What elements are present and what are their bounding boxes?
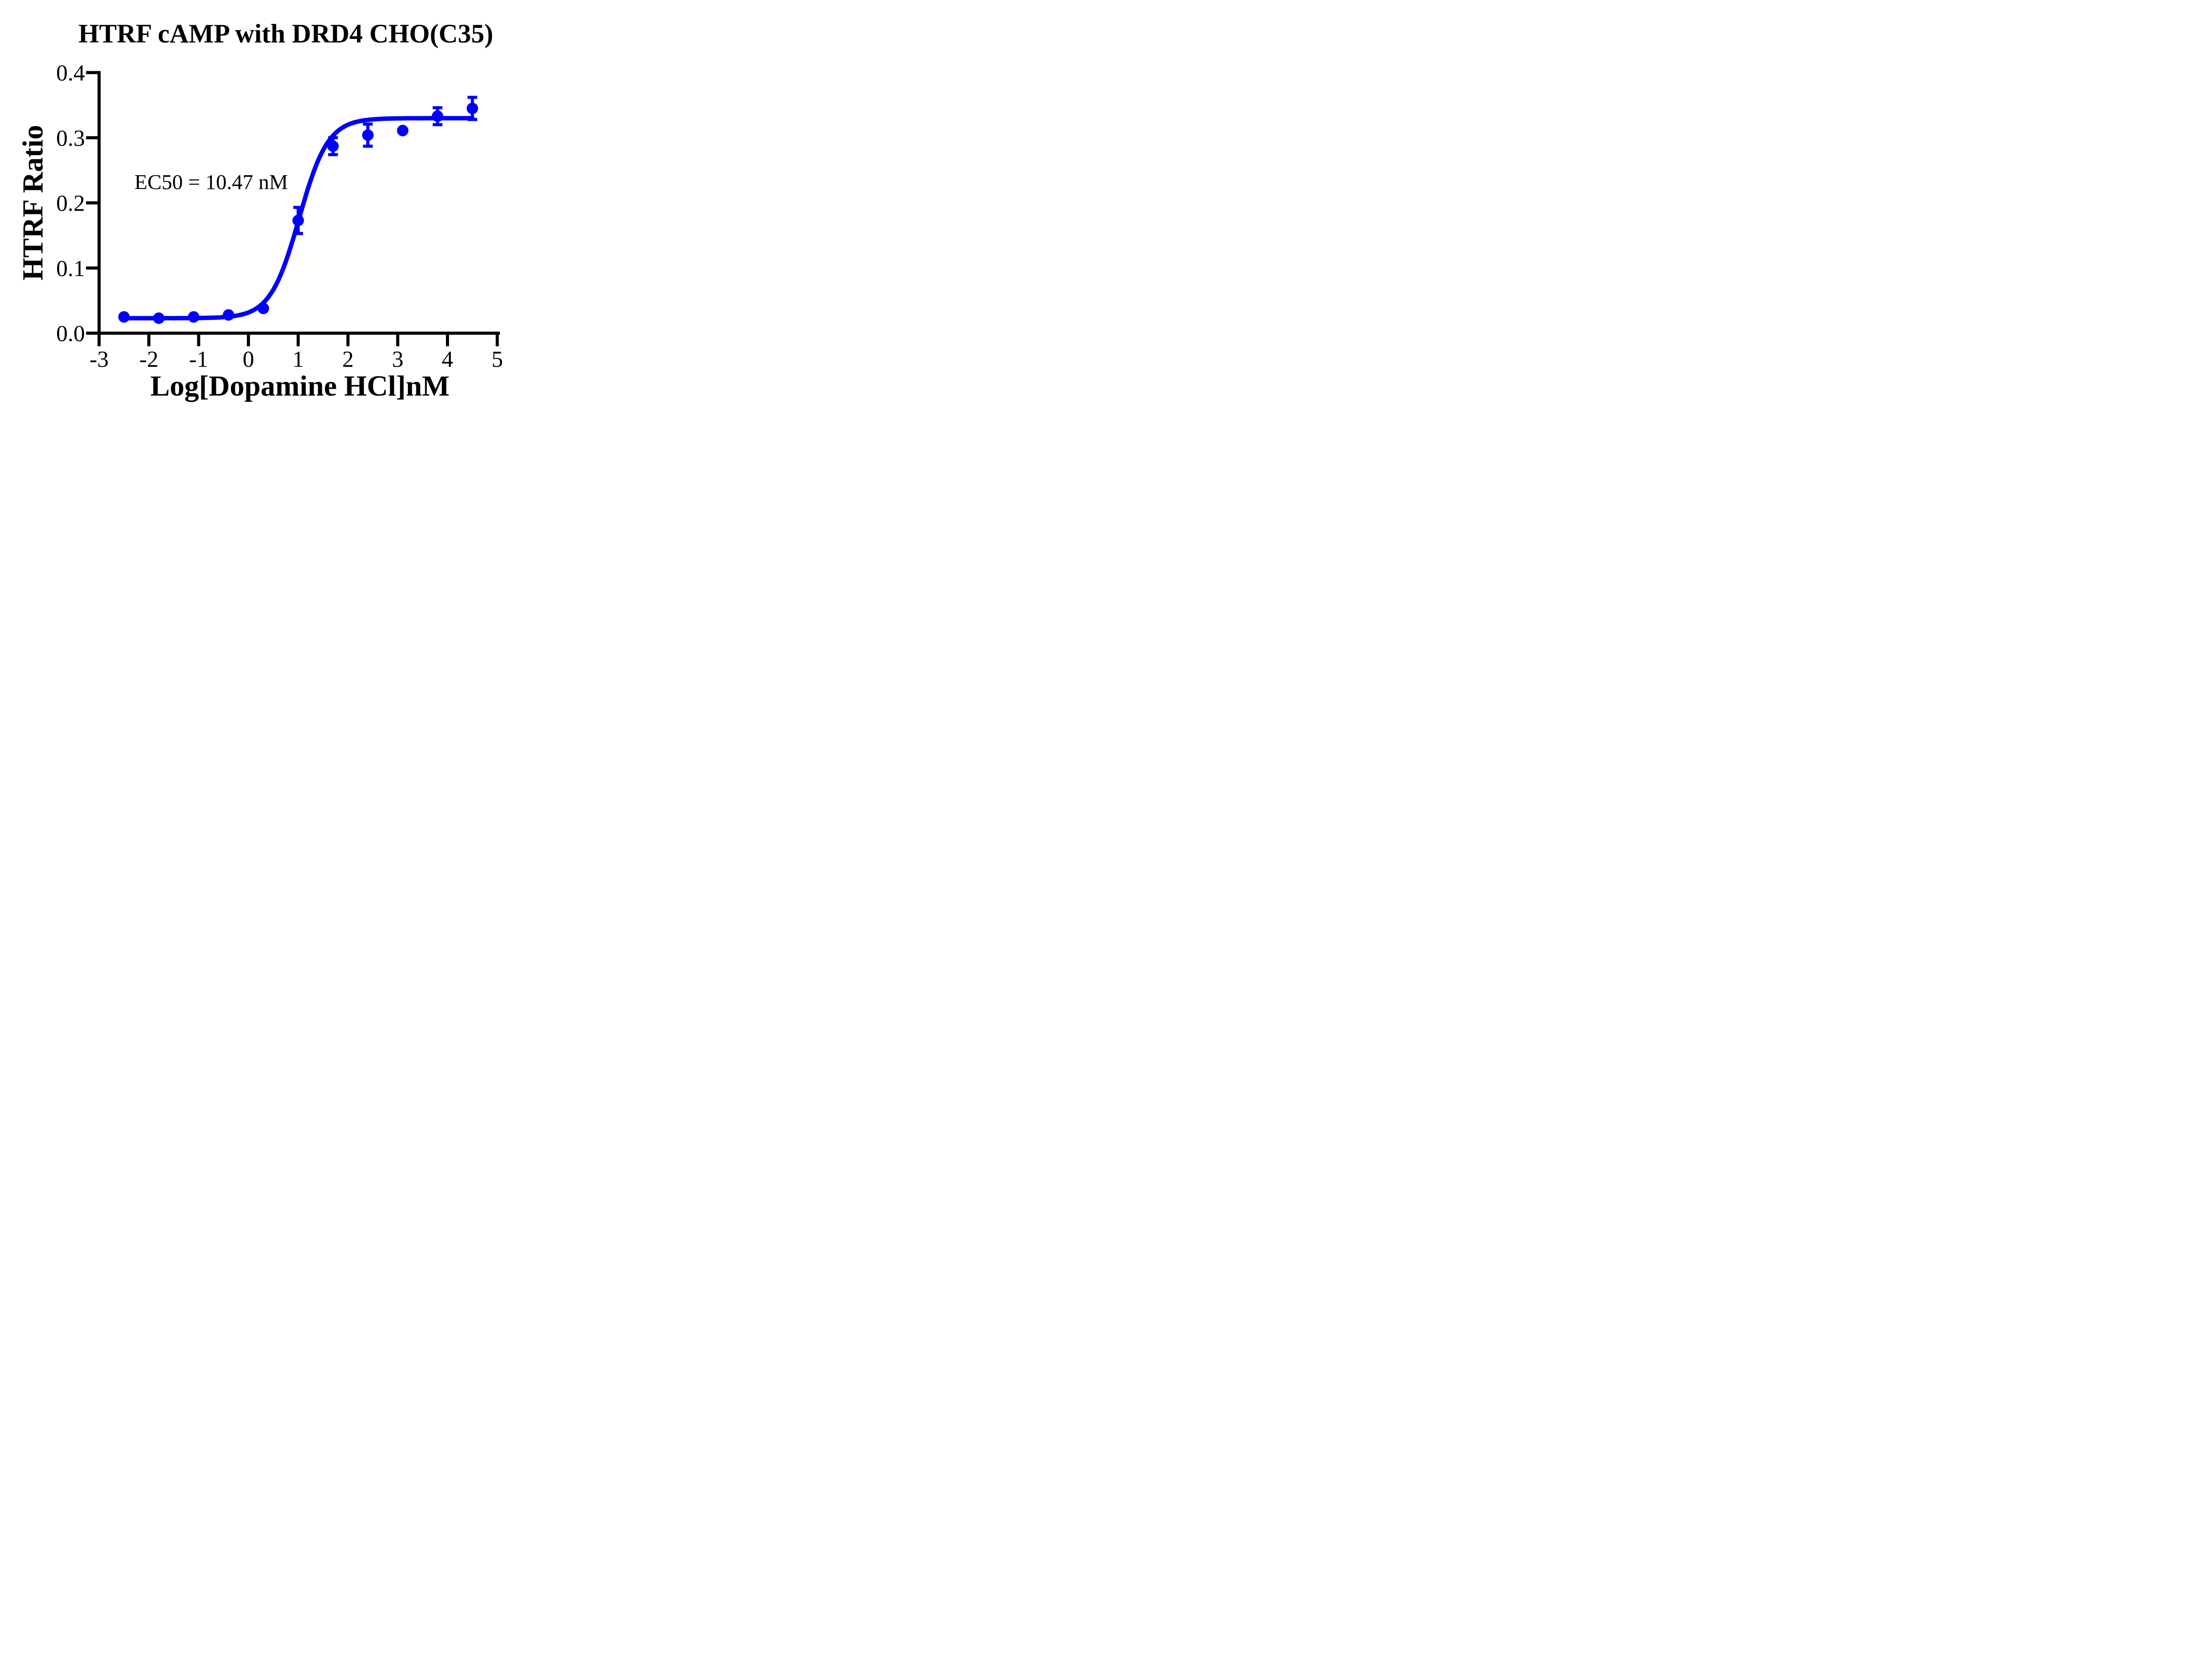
x-tick-label: 0 bbox=[243, 347, 254, 372]
y-tick-label: 0.2 bbox=[56, 191, 85, 216]
data-point bbox=[362, 129, 374, 141]
x-tick-label: 2 bbox=[342, 347, 354, 372]
x-axis-title: Log[Dopamine HCl]nM bbox=[150, 370, 450, 402]
ec50-annotation: EC50 = 10.47 nM bbox=[134, 171, 288, 194]
x-tick-label: -1 bbox=[189, 347, 208, 372]
y-axis-title: HTRF Ratio bbox=[17, 125, 49, 280]
data-point bbox=[153, 312, 165, 324]
data-point bbox=[432, 110, 443, 122]
data-point bbox=[327, 140, 339, 152]
data-point bbox=[466, 102, 478, 114]
chart-title: HTRF cAMP with DRD4 CHO(C35) bbox=[78, 19, 493, 48]
x-tick-label: 3 bbox=[392, 347, 403, 372]
figure-canvas: -3 -2 -1 0 1 2 3 4 5 0.0 0.1 0.2 0.3 0.4 HTRF cAMP wit… bbox=[0, 0, 553, 419]
data-point bbox=[397, 125, 409, 137]
y-tick-label: 0.0 bbox=[56, 321, 85, 346]
x-tick-label: 5 bbox=[492, 347, 503, 372]
data-point bbox=[292, 215, 304, 227]
dose-response-chart: -3 -2 -1 0 1 2 3 4 5 0.0 0.1 0.2 0.3 0.4 HTRF cAMP wit… bbox=[17, 19, 503, 402]
data-point bbox=[223, 309, 234, 321]
x-tick-label: 4 bbox=[442, 347, 453, 372]
data-point bbox=[118, 311, 130, 323]
data-point bbox=[257, 303, 269, 315]
y-tick-label: 0.4 bbox=[56, 61, 85, 86]
y-tick-label: 0.3 bbox=[56, 126, 85, 151]
data-point bbox=[188, 311, 200, 323]
x-tick-label: -2 bbox=[139, 347, 158, 372]
x-tick-label: 1 bbox=[292, 347, 304, 372]
x-tick-label: -3 bbox=[89, 347, 108, 372]
y-tick-label: 0.1 bbox=[56, 256, 85, 281]
